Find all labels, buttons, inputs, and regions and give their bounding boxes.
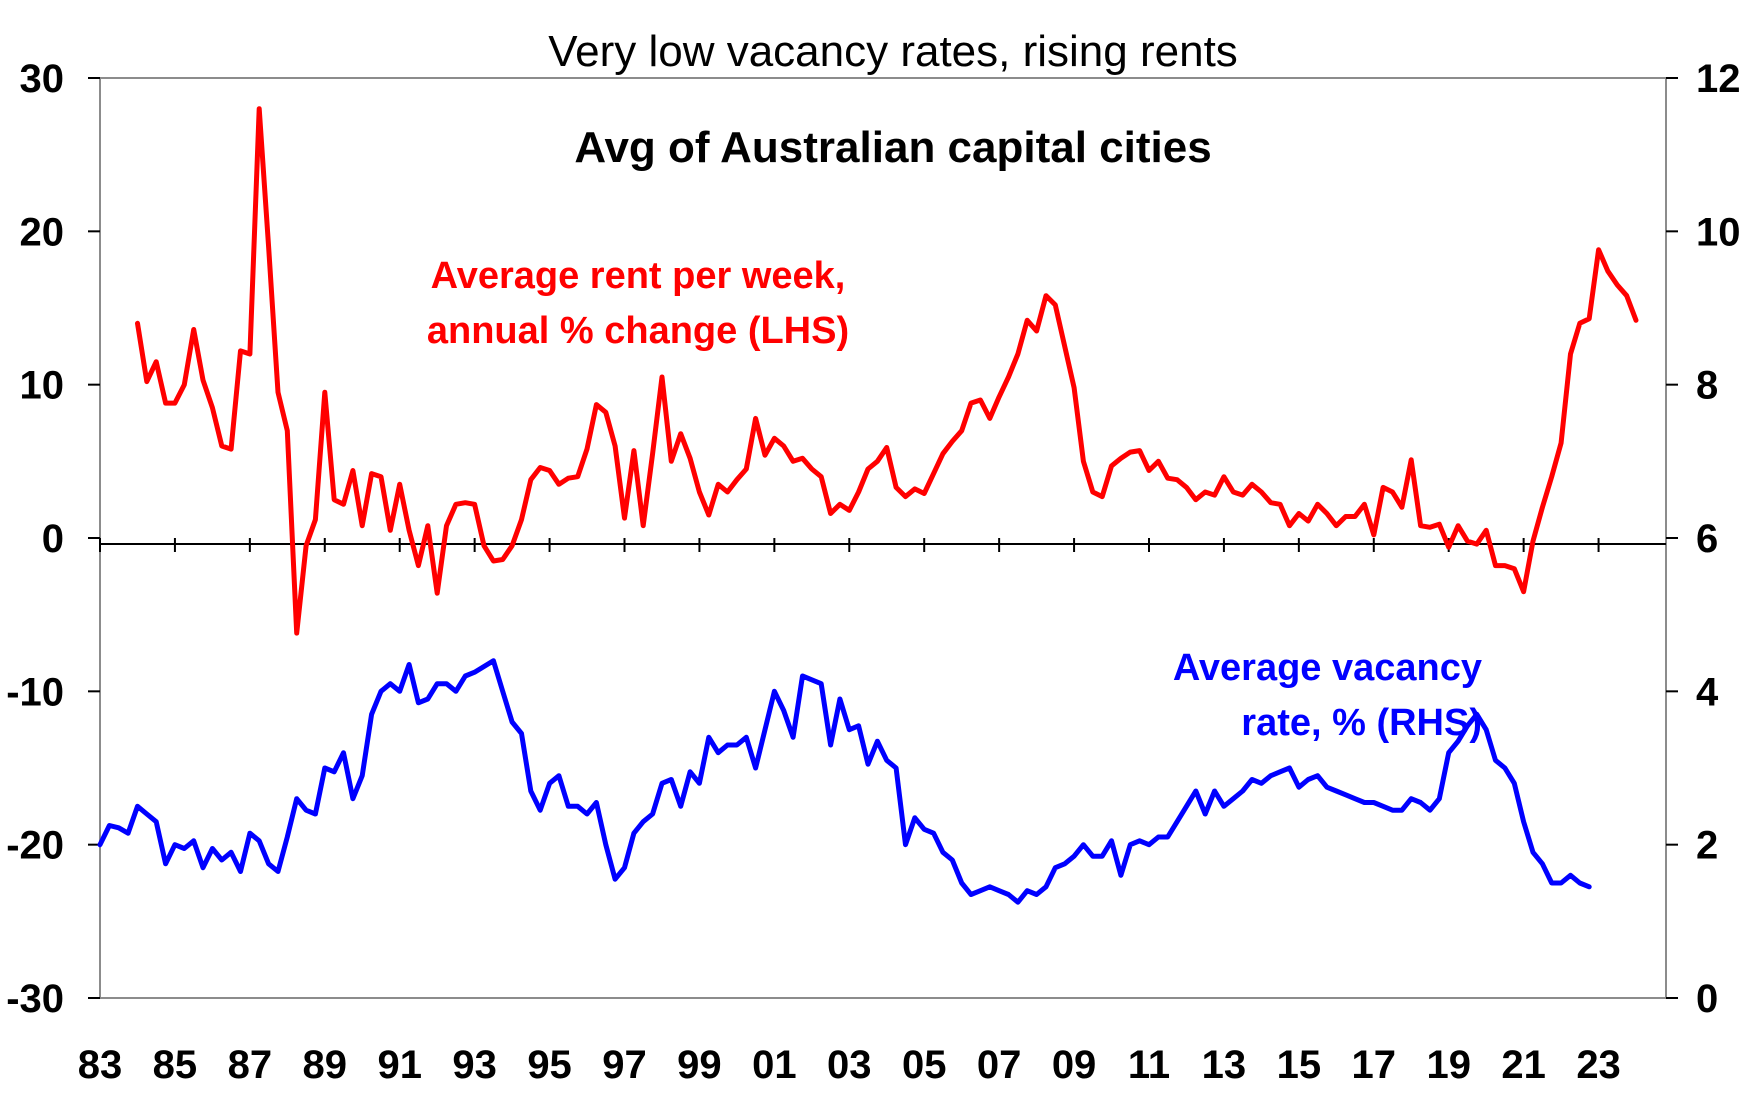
x-tick-label: 89	[303, 1043, 348, 1087]
x-tick-label: 03	[827, 1043, 872, 1087]
y-right-tick-label: 4	[1696, 670, 1719, 714]
y-right-tick-label: 6	[1696, 517, 1718, 561]
y-left-tick-label: 20	[20, 210, 65, 254]
x-tick-label: 19	[1426, 1043, 1471, 1087]
y-right-tick-label: 2	[1696, 824, 1718, 868]
y-right-tick-label: 10	[1696, 210, 1741, 254]
x-tick-label: 07	[977, 1043, 1022, 1087]
y-left-tick-label: 0	[42, 517, 64, 561]
y-left-tick-label: -10	[6, 670, 64, 714]
plot-frame	[99, 77, 1667, 999]
y-left-tick-label: 10	[20, 364, 65, 408]
rent-change-line	[135, 106, 1639, 636]
x-tick-label: 99	[677, 1043, 722, 1087]
x-tick-label: 83	[78, 1043, 123, 1087]
y-left-tick-label: 30	[20, 57, 65, 101]
x-tick-label: 17	[1352, 1043, 1397, 1087]
y-left-tick-label: -20	[6, 824, 64, 868]
x-tick-label: 21	[1501, 1043, 1546, 1087]
x-tick-label: 85	[153, 1043, 198, 1087]
x-tick-label: 91	[377, 1043, 422, 1087]
vacancy-series-label-line-1: Average vacancy	[1173, 647, 1482, 689]
x-tick-label: 87	[228, 1043, 273, 1087]
x-tick-label: 93	[452, 1043, 497, 1087]
chart-title: Very low vacancy rates, rising rents	[548, 27, 1238, 76]
x-tick-label: 11	[1128, 1043, 1170, 1087]
x-tick-label: 23	[1576, 1043, 1621, 1087]
rent-series-label-line-2: annual % change (LHS)	[427, 310, 849, 352]
x-tick-label: 13	[1202, 1043, 1247, 1087]
x-tick-label: 95	[527, 1043, 572, 1087]
vacancy-rate-line	[97, 658, 1592, 905]
y-right-tick-label: 8	[1696, 364, 1718, 408]
x-tick-label: 05	[902, 1043, 947, 1087]
x-tick-label: 97	[602, 1043, 647, 1087]
chart-subtitle: Avg of Australian capital cities	[574, 123, 1211, 172]
vacancy-series-label-line-2: rate, % (RHS)	[1241, 702, 1482, 744]
y-right-tick-label: 12	[1696, 57, 1741, 101]
x-tick-label: 09	[1052, 1043, 1097, 1087]
rent-series-label-line-1: Average rent per week,	[431, 255, 846, 297]
x-tick-label: 01	[752, 1043, 797, 1087]
y-left-tick-label: -30	[6, 977, 64, 1021]
series-layer	[97, 106, 1639, 905]
y-right-tick-label: 0	[1696, 977, 1718, 1021]
x-tick-label: 15	[1277, 1043, 1322, 1087]
